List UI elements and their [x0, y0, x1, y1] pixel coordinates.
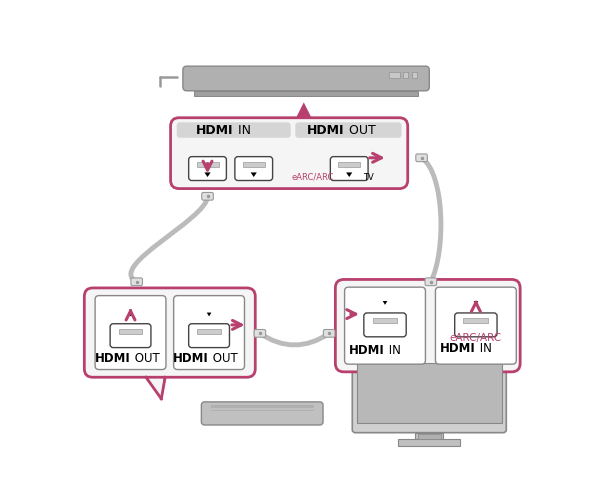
FancyBboxPatch shape [425, 278, 436, 285]
Bar [338, 162, 360, 167]
Bar [389, 72, 400, 78]
Bar [197, 162, 219, 167]
Polygon shape [296, 102, 311, 118]
FancyBboxPatch shape [323, 330, 335, 337]
FancyBboxPatch shape [344, 287, 426, 364]
FancyBboxPatch shape [416, 154, 427, 162]
Bar [412, 72, 417, 78]
Text: IN: IN [385, 344, 401, 357]
Text: HDMI: HDMI [349, 344, 385, 357]
FancyBboxPatch shape [95, 296, 166, 370]
Bar [373, 318, 397, 323]
FancyBboxPatch shape [189, 156, 227, 180]
Polygon shape [204, 172, 210, 177]
FancyBboxPatch shape [335, 280, 520, 372]
FancyBboxPatch shape [110, 324, 151, 347]
Bar [398, 439, 460, 446]
Polygon shape [380, 372, 398, 399]
Bar [243, 162, 264, 167]
FancyBboxPatch shape [131, 278, 142, 285]
FancyBboxPatch shape [177, 122, 291, 138]
FancyBboxPatch shape [455, 313, 497, 337]
Polygon shape [146, 377, 165, 399]
Bar [195, 91, 418, 96]
FancyBboxPatch shape [254, 330, 266, 337]
Bar [415, 432, 443, 440]
Polygon shape [147, 377, 163, 398]
Text: eARC/ARC: eARC/ARC [450, 333, 502, 343]
FancyBboxPatch shape [84, 288, 255, 377]
Text: OUT: OUT [130, 352, 159, 366]
FancyBboxPatch shape [295, 122, 401, 138]
FancyBboxPatch shape [201, 402, 323, 425]
FancyBboxPatch shape [352, 359, 506, 432]
Text: eARC/ARC: eARC/ARC [292, 172, 334, 182]
Polygon shape [383, 301, 387, 305]
Polygon shape [445, 372, 464, 406]
Polygon shape [128, 312, 133, 316]
Bar [418, 434, 441, 439]
Bar [118, 329, 142, 334]
FancyBboxPatch shape [331, 156, 368, 180]
Text: HDMI: HDMI [196, 124, 234, 136]
Bar [210, 410, 314, 411]
Text: HDMI: HDMI [307, 124, 344, 136]
Bar [357, 362, 502, 422]
Polygon shape [346, 172, 352, 177]
FancyBboxPatch shape [235, 156, 273, 180]
Text: HDMI: HDMI [173, 352, 209, 366]
FancyBboxPatch shape [183, 66, 429, 91]
FancyBboxPatch shape [174, 296, 245, 370]
Text: TV: TV [363, 172, 374, 182]
Bar [197, 329, 221, 334]
Text: HDMI: HDMI [95, 352, 130, 366]
Bar [403, 72, 409, 78]
FancyBboxPatch shape [364, 313, 406, 337]
Polygon shape [474, 301, 478, 305]
Text: IN: IN [476, 342, 492, 355]
FancyBboxPatch shape [202, 192, 213, 200]
Polygon shape [251, 172, 257, 177]
Text: OUT: OUT [344, 124, 376, 136]
Polygon shape [447, 372, 462, 406]
Bar [210, 405, 314, 408]
Bar [463, 318, 488, 323]
FancyBboxPatch shape [171, 118, 407, 188]
Text: IN: IN [234, 124, 251, 136]
FancyBboxPatch shape [189, 324, 230, 347]
Polygon shape [382, 372, 397, 398]
Text: OUT: OUT [209, 352, 238, 366]
Text: HDMI: HDMI [440, 342, 476, 355]
Polygon shape [207, 312, 212, 316]
FancyBboxPatch shape [436, 287, 516, 364]
